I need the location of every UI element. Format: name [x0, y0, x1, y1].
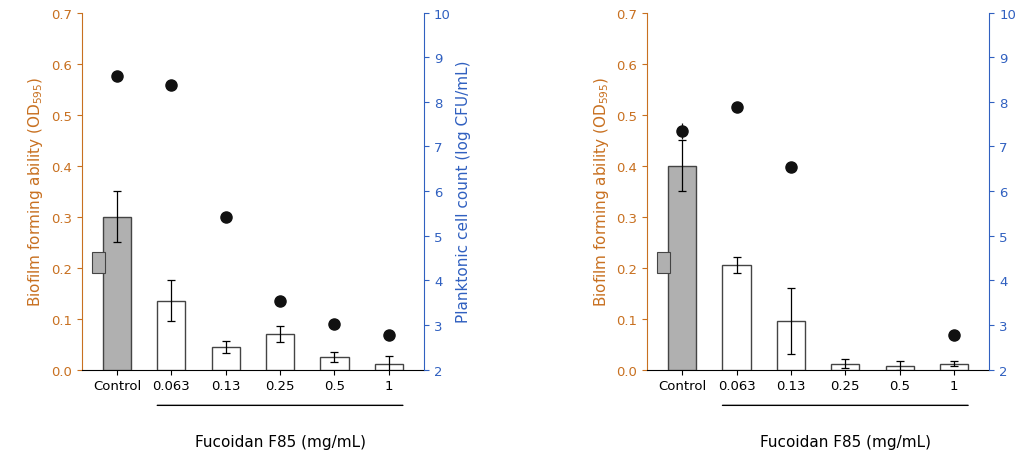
Bar	[884, 366, 913, 370]
Bar	[776, 322, 804, 370]
Legend: 	[87, 248, 113, 278]
Bar	[938, 364, 967, 370]
Bar	[721, 266, 750, 370]
Y-axis label: Planktonic cell count (log CFU/mL): Planktonic cell count (log CFU/mL)	[455, 61, 471, 322]
Text: Fucoidan F85 (mg/mL): Fucoidan F85 (mg/mL)	[195, 434, 365, 449]
Bar	[320, 357, 348, 370]
Bar	[830, 364, 859, 370]
Y-axis label: Biofilm forming ability (OD$_{595}$): Biofilm forming ability (OD$_{595}$)	[591, 77, 610, 306]
Bar	[266, 334, 293, 370]
Text: Fucoidan F85 (mg/mL): Fucoidan F85 (mg/mL)	[759, 434, 930, 449]
Bar	[667, 166, 696, 370]
Bar	[103, 217, 131, 370]
Bar	[211, 347, 239, 370]
Bar	[374, 364, 403, 370]
Legend: 	[652, 248, 678, 278]
Bar	[157, 301, 185, 370]
Y-axis label: Biofilm forming ability (OD$_{595}$): Biofilm forming ability (OD$_{595}$)	[26, 77, 45, 306]
